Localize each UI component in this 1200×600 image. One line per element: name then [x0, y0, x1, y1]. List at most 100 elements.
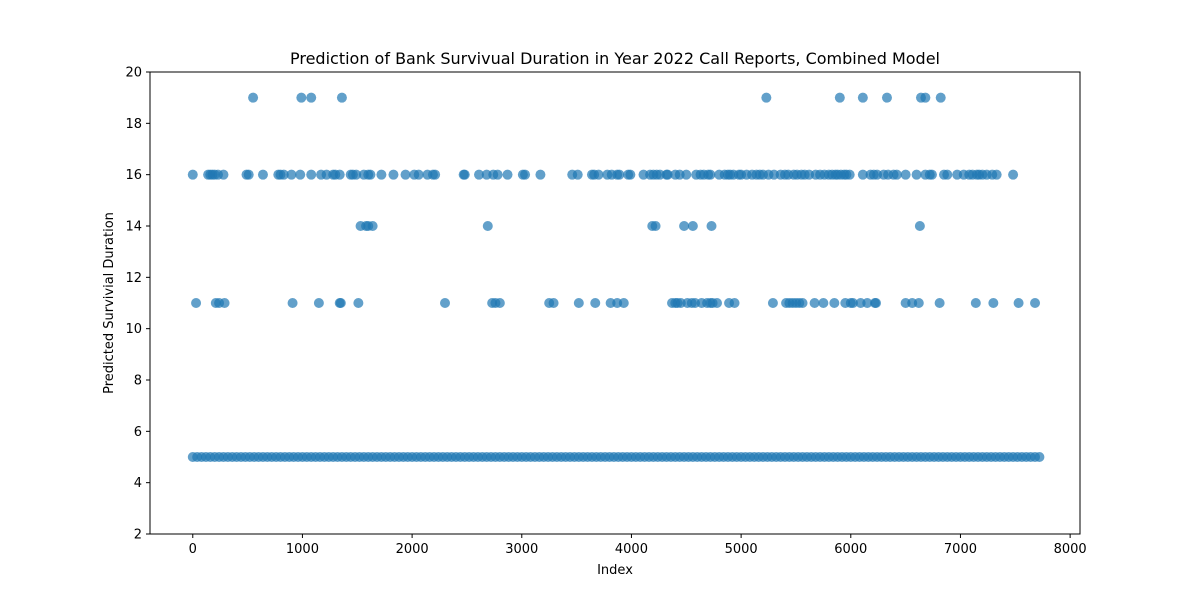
data-point: [706, 221, 717, 231]
data-point: [1013, 298, 1024, 308]
data-point: [618, 298, 629, 308]
data-point: [761, 92, 772, 103]
data-point: [351, 169, 362, 180]
data-point: [881, 92, 892, 103]
y-axis-label: Predicted Survivial Duration: [102, 212, 117, 394]
data-point: [286, 169, 297, 180]
data-point: [306, 92, 317, 103]
plot-area: 0 1000 2000 3000 4000 5000 6000 7000 8000 2 4 6 8 10…: [125, 66, 1086, 558]
x-tick-label: 7000: [944, 542, 977, 557]
y-axis-ticks: 2 4 6 8 10 12 14 16 18 20: [125, 66, 150, 543]
data-point: [681, 169, 692, 180]
data-point: [593, 169, 604, 180]
data-point: [900, 169, 911, 180]
x-tick-label: 5000: [725, 542, 758, 557]
data-point: [590, 298, 601, 308]
x-tick-label: 3000: [505, 542, 538, 557]
data-point: [847, 298, 858, 308]
data-point: [970, 298, 981, 308]
data-point-baseline: [1034, 452, 1045, 462]
data-point: [278, 169, 289, 180]
data-point: [430, 169, 441, 180]
data-point: [367, 221, 378, 231]
data-point: [914, 221, 925, 231]
data-point: [413, 169, 424, 180]
data-point: [797, 298, 808, 308]
x-tick-label: 2000: [396, 542, 429, 557]
data-point: [287, 298, 298, 308]
data-point: [834, 92, 845, 103]
data-point: [502, 169, 513, 180]
y-tick-label: 4: [134, 476, 142, 491]
y-tick-label: 14: [125, 220, 142, 235]
x-tick-label: 1000: [286, 542, 319, 557]
data-point: [336, 92, 347, 103]
y-tick-label: 6: [134, 425, 142, 440]
x-axis-ticks: 0 1000 2000 3000 4000 5000 6000 7000 8000: [189, 534, 1087, 557]
x-tick-label: 6000: [834, 542, 867, 557]
data-point: [679, 221, 690, 231]
data-point: [1030, 298, 1041, 308]
data-point: [376, 169, 387, 180]
data-point: [535, 169, 546, 180]
data-point: [482, 221, 493, 231]
data-point: [857, 169, 868, 180]
data-point: [492, 169, 503, 180]
data-point: [942, 169, 953, 180]
data-point: [365, 169, 376, 180]
y-tick-label: 8: [134, 374, 142, 389]
data-point: [1008, 169, 1019, 180]
data-point: [705, 169, 716, 180]
x-tick-label: 0: [189, 542, 197, 557]
data-point: [573, 298, 584, 308]
data-point: [353, 298, 364, 308]
data-point: [988, 298, 999, 308]
y-tick-label: 10: [125, 322, 142, 337]
data-point: [295, 169, 306, 180]
data-point: [809, 298, 820, 308]
axes-frame: [149, 71, 1081, 535]
data-point: [400, 169, 411, 180]
data-point: [687, 221, 698, 231]
data-point: [520, 169, 531, 180]
data-point: [335, 298, 346, 308]
data-point: [844, 169, 855, 180]
data-point: [388, 169, 399, 180]
data-point: [474, 169, 485, 180]
data-point: [935, 92, 946, 103]
data-point: [572, 169, 583, 180]
data-point: [857, 92, 868, 103]
data-point: [729, 298, 740, 308]
data-point: [926, 169, 937, 180]
data-point: [334, 169, 345, 180]
data-point: [625, 169, 636, 180]
data-point: [818, 298, 829, 308]
y-tick-label: 2: [134, 528, 142, 543]
y-tick-label: 18: [125, 117, 142, 132]
data-point: [191, 298, 202, 308]
data-point: [548, 298, 559, 308]
data-point: [913, 298, 924, 308]
data-point: [218, 169, 229, 180]
data-point: [891, 169, 902, 180]
data-point: [459, 169, 470, 180]
data-point: [767, 298, 778, 308]
data-point: [296, 92, 307, 103]
data-point: [440, 298, 451, 308]
data-point: [313, 298, 324, 308]
data-point: [257, 169, 268, 180]
data-point: [871, 298, 882, 308]
data-point: [494, 298, 505, 308]
data-point: [862, 298, 873, 308]
data-point: [711, 298, 722, 308]
data-point: [187, 169, 198, 180]
data-point: [248, 92, 259, 103]
data-point: [306, 169, 317, 180]
scatter-points: [187, 92, 1041, 308]
data-point: [911, 169, 922, 180]
y-tick-label: 16: [125, 168, 142, 183]
data-point: [920, 92, 931, 103]
data-point: [662, 169, 673, 180]
y-tick-label: 20: [125, 66, 142, 81]
